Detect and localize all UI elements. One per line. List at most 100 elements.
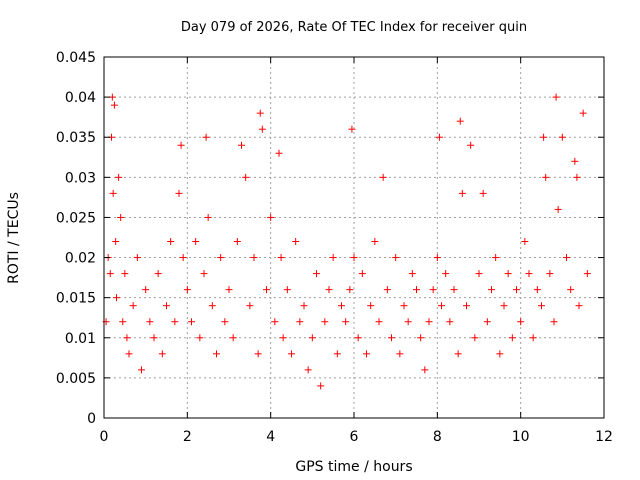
data-point [308,334,316,342]
data-point [504,270,512,278]
data-point [579,109,587,117]
y-axis-label: ROTI / TECUs [6,192,22,284]
data-point [538,302,545,310]
data-point [242,173,250,181]
data-point [521,238,529,246]
data-point [550,318,558,326]
data-point [202,133,210,141]
data-point [158,350,166,358]
data-point [350,254,358,262]
data-point [554,205,562,213]
data-points [102,93,591,390]
data-point [475,270,483,278]
data-point [342,318,350,326]
data-point [217,254,225,262]
data-point [492,254,500,262]
data-point [333,350,341,358]
x-axis-label: GPS time / hours [295,459,412,475]
data-point [583,270,591,278]
x-tick-label: 12 [595,429,613,445]
data-point [404,318,412,326]
data-point [321,318,329,326]
data-point [408,270,416,278]
data-point [188,318,195,326]
data-point [500,302,508,310]
y-tick-label: 0.02 [65,251,96,267]
y-tick-label: 0.01 [65,331,96,347]
data-point [483,318,491,326]
data-point [208,302,216,310]
data-point [196,334,204,342]
x-tick-label: 2 [183,429,192,445]
y-tick-label: 0.005 [56,371,96,387]
data-point [348,125,356,133]
data-point [400,302,408,310]
data-point [435,133,443,141]
data-point [325,286,333,294]
x-tick-label: 4 [266,429,275,445]
data-point [517,318,525,326]
data-point [413,286,420,294]
data-point [358,270,366,278]
data-point [167,238,175,246]
data-point [454,350,462,358]
data-point [292,238,300,246]
y-tick-label: 0.025 [56,210,96,226]
data-point [421,366,429,374]
data-point [221,318,229,326]
data-point [110,101,118,109]
data-point [129,302,137,310]
data-point [371,238,379,246]
data-point [388,334,395,342]
data-point [300,302,308,310]
data-point [488,286,495,294]
data-point [271,318,279,326]
data-point [313,270,320,278]
data-point [417,334,425,342]
data-point [113,294,120,302]
data-point [304,366,312,374]
data-point [542,173,550,181]
data-point [317,382,325,390]
data-point [183,286,191,294]
y-tick-label: 0.045 [56,50,96,66]
data-point [146,318,154,326]
x-tick-label: 6 [350,429,359,445]
data-point [571,157,579,165]
data-point [213,350,220,358]
data-point [467,141,475,149]
chart-title: Day 079 of 2026, Rate Of TEC Index for r… [181,20,527,35]
data-point [150,334,158,342]
y-tick-label: 0.035 [56,130,96,146]
data-point [575,302,583,310]
data-point [279,334,287,342]
data-point [392,254,400,262]
data-point [179,254,187,262]
data-point [200,270,208,278]
data-point [163,302,170,310]
data-point [138,366,145,374]
data-point [125,350,133,358]
grid [104,57,604,418]
data-point [329,254,337,262]
data-point [283,286,291,294]
data-point [263,286,270,294]
data-point [429,286,437,294]
y-tick-label: 0.03 [65,170,96,186]
data-point [119,318,127,326]
data-point [177,141,185,149]
x-tick-label: 10 [512,429,530,445]
data-point [338,302,345,310]
data-point [546,270,554,278]
data-point [109,189,117,197]
data-point [225,286,233,294]
x-tick-label: 8 [433,429,442,445]
data-point [250,254,258,262]
data-point [123,334,131,342]
data-point [133,254,141,262]
ticks: 0 0.005 0.01 0.015 0.02 0.025 0.03 0.035 0.04 0.0… [56,50,613,445]
data-point [463,302,470,310]
data-point [433,254,441,262]
y-tick-label: 0 [87,411,96,427]
